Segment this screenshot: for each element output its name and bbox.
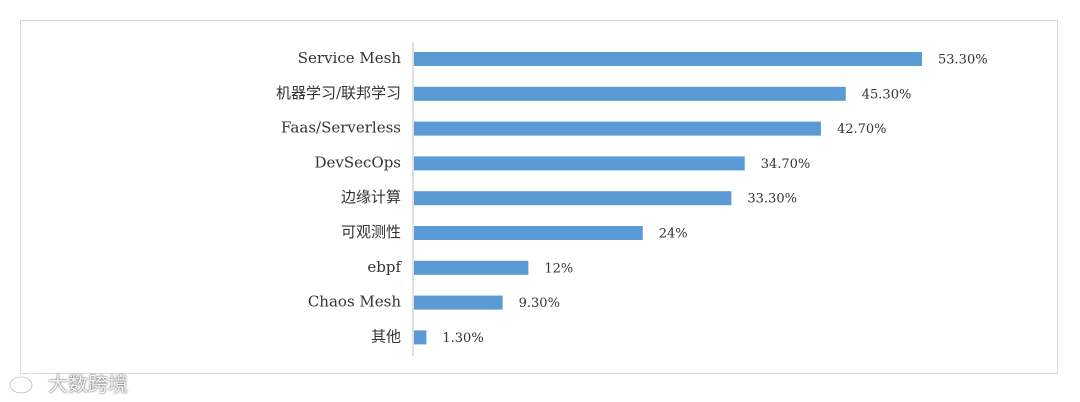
- watermark: 大数跨境: [8, 368, 128, 397]
- bar: [414, 295, 503, 310]
- bar: [414, 156, 745, 171]
- value-label: 34.70%: [761, 157, 811, 172]
- value-label: 53.30%: [938, 53, 988, 68]
- category-label: 边缘计算: [341, 188, 401, 206]
- value-label: 24%: [659, 227, 688, 242]
- value-labels-group: 53.30% 45.30% 42.70% 34.70% 33.30% 24% 12% 9.30…: [442, 53, 987, 346]
- bar: [414, 191, 732, 206]
- bar: [414, 121, 821, 136]
- bar: [414, 86, 846, 101]
- watermark-text: 大数跨境: [48, 372, 128, 396]
- bar: [414, 226, 643, 240]
- category-label: 可观测性: [341, 223, 401, 241]
- bars-group: [414, 52, 922, 345]
- category-labels-group: Service Mesh 机器学习/联邦学习 Faas/Serverless DevS…: [276, 49, 403, 345]
- bar: [414, 52, 922, 66]
- value-label: 42.70%: [837, 122, 887, 137]
- weibo-logo-icon: [8, 372, 40, 394]
- value-label: 45.30%: [862, 87, 912, 102]
- category-label: ebpf: [367, 258, 402, 276]
- category-label: Service Mesh: [298, 49, 402, 67]
- category-label: 其他: [371, 327, 401, 345]
- category-label: Chaos Mesh: [308, 293, 402, 311]
- category-label: Faas/Serverless: [281, 119, 401, 137]
- category-label: 机器学习/联邦学习: [276, 84, 401, 102]
- value-label: 9.30%: [519, 296, 560, 311]
- value-label: 1.30%: [442, 331, 483, 346]
- bar: [414, 260, 529, 275]
- bar: [414, 330, 427, 345]
- category-label: DevSecOps: [314, 153, 401, 171]
- value-label: 33.30%: [747, 192, 797, 207]
- value-label: 12%: [544, 261, 573, 276]
